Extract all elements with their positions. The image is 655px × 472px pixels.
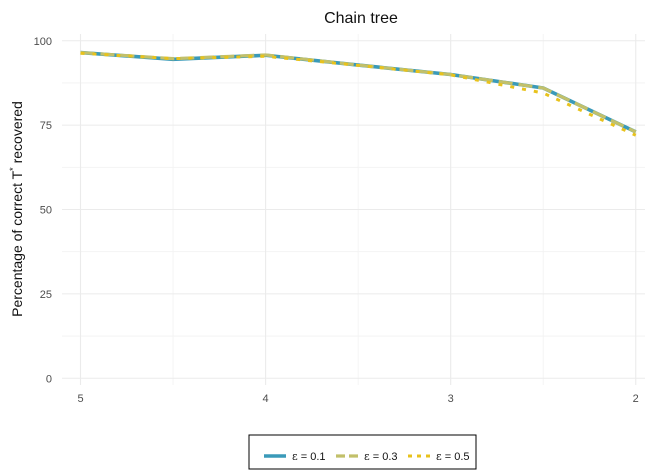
x-tick-label: 4: [263, 393, 269, 405]
y-tick-label: 75: [40, 120, 52, 132]
y-axis-label-main: Percentage of correct T: [9, 170, 25, 316]
major-gridlines: [62, 34, 645, 385]
legend-label-1: ε = 0.1: [292, 450, 326, 463]
x-tick-label: 3: [448, 393, 454, 405]
series-layer: [80, 50, 637, 137]
chart-title: Chain tree: [324, 10, 398, 27]
y-axis-ticks: 0 25 50 75 100: [34, 36, 52, 386]
y-axis-label: Percentage of correct T* recovered: [8, 101, 25, 317]
x-tick-label: 5: [77, 393, 83, 405]
y-axis-label-tail: recovered: [9, 101, 25, 167]
y-axis-label-superscript: *: [8, 167, 18, 171]
legend-label-2: ε = 0.3: [364, 450, 398, 463]
legend: ε = 0.1 ε = 0.3 ε = 0.5: [248, 434, 477, 470]
y-tick-label: 25: [40, 289, 52, 301]
series-line-3: [80, 51, 637, 137]
x-axis-ticks: 5 4 3 2: [77, 393, 638, 405]
y-tick-label: 0: [46, 373, 52, 385]
y-tick-label: 100: [34, 36, 52, 48]
y-tick-label: 50: [40, 205, 52, 217]
x-tick-label: 2: [633, 393, 639, 405]
series-line-2: [80, 50, 637, 134]
legend-box: [248, 434, 477, 470]
legend-label-3: ε = 0.5: [436, 450, 470, 463]
